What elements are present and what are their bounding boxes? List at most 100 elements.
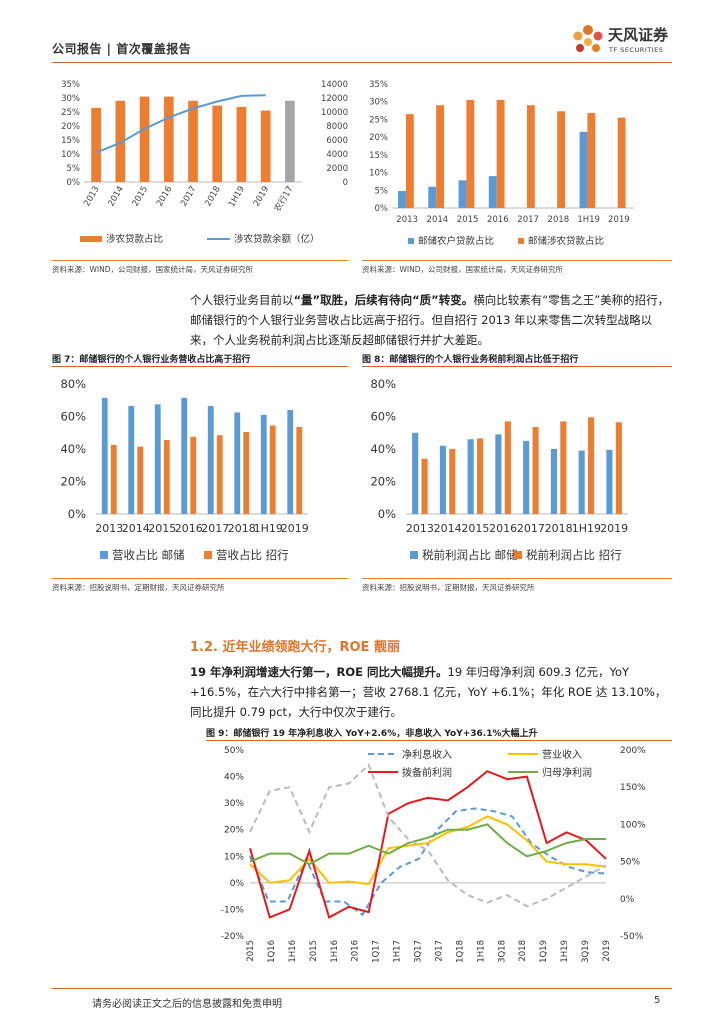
legend-label: 归母净利润 — [542, 766, 592, 779]
legend-label: 涉农贷款占比 — [106, 233, 163, 245]
bar-cmb — [504, 421, 511, 514]
chart-psbc-loans: 0% 5% 10% 15% 20% 25% 30% 35% 2013 2014 2015 2016 20… — [369, 80, 634, 247]
legend-label: 营业收入 — [542, 748, 582, 761]
section-title: 1.2. 近年业绩领跑大行，ROE 靓丽 — [190, 640, 400, 655]
line-拨备前利润 — [249, 770, 607, 919]
y2-tick-label: 12000 — [321, 94, 348, 104]
bar-cmb — [243, 431, 250, 514]
legend-label: 涉农贷款余额（亿） — [234, 233, 320, 245]
bar-psbc — [439, 445, 446, 514]
x-tick-label: 2014 — [122, 522, 150, 535]
legend-swatch — [80, 236, 102, 242]
fig7-divider — [52, 366, 348, 367]
bar-psbc — [523, 440, 530, 514]
x-tick-label: 2015 — [246, 940, 256, 962]
chart1-source: 资料来源：WIND，公司财报，国家统计局，天风证券研究所 — [52, 265, 254, 274]
x-tick-label: 2015 — [457, 215, 479, 225]
x-tick-label: 1H16 — [288, 940, 298, 963]
line-非息收入 — [249, 763, 607, 908]
bar-psbc-farmer — [579, 131, 588, 208]
bar-agri-share — [212, 105, 223, 182]
y-tick-label: 20% — [61, 122, 80, 132]
bar-psbc — [606, 449, 613, 514]
chart2-source: 资料来源：WIND，公司财报，国家统计局，天风证券研究所 — [362, 265, 564, 274]
chart-yoy-growth: -20% -10% 0% 10% 20% 30% 40% 50% -50% 0% 50% 100% 15… — [221, 746, 646, 963]
legend-swatch — [100, 551, 108, 559]
chart-revenue-share: 0% 20% 40% 60% 80% 2013201420152016201720181H… — [60, 377, 309, 562]
legend-swatch — [204, 551, 212, 559]
chart4-source: 资料来源：招股说明书，定期财报，天风证券研究所 — [362, 583, 535, 592]
bar-agri-share — [188, 100, 198, 182]
y-tick-label: 30% — [369, 98, 388, 108]
bar-psbc — [207, 405, 214, 514]
bar-psbc-farmer — [488, 176, 497, 208]
bar-psbc — [154, 404, 161, 514]
x-tick-label: 1H19 — [560, 940, 570, 963]
y-tick-label: 15% — [61, 136, 80, 146]
x-tick-label: 1H16 — [330, 940, 340, 963]
bar-cmb — [449, 449, 456, 514]
bar-psbc-farmer — [428, 186, 437, 208]
legend-label: 营收占比 邮储 — [112, 548, 185, 562]
bar-psbc — [260, 414, 267, 514]
x-tick-label: 1Q16 — [267, 940, 277, 963]
legend-label: 拨备前利润 — [402, 766, 452, 779]
x-tick-label: 1H19 — [227, 185, 247, 210]
x-tick-label: 3Q19 — [581, 940, 591, 963]
bar-agri-share — [285, 100, 295, 182]
fig9-title: 图 9：邮储银行 19 年净利息收入 YoY+2.6%，非息收入 YoY+36.… — [206, 729, 538, 739]
y-tick-label: 20% — [369, 133, 388, 143]
bar-psbc — [181, 397, 188, 514]
bar-cmb — [588, 417, 595, 514]
x-tick-label: 2016 — [351, 940, 361, 962]
x-tick-label: 2014 — [106, 185, 125, 209]
x-tick-label: 2018 — [203, 185, 222, 209]
y-tick-label: 0% — [375, 204, 389, 214]
bar-psbc-agri — [587, 113, 596, 208]
report-type: 公司报告 | 首次覆盖报告 — [52, 42, 192, 56]
x-tick-label: 2016 — [175, 522, 203, 535]
brand-name: 天风证券 — [608, 26, 669, 44]
y-tick-label: 25% — [61, 108, 80, 118]
x-tick-label: 2019 — [602, 940, 612, 962]
bar-psbc-agri — [436, 105, 445, 208]
y2-tick-label: 0 — [343, 178, 348, 188]
line-归母净利润 — [249, 823, 606, 866]
bar-psbc — [495, 434, 502, 514]
legend-swatch — [518, 238, 524, 244]
performance-paragraph: 19 年净利润增速大行第一，ROE 同比大幅提升。19 年归母净利润 609.3… — [190, 662, 672, 722]
x-tick-label: 1Q18 — [455, 940, 465, 963]
footer-disclaimer: 请务必阅读正文之后的信息披露和免责申明 — [92, 999, 282, 1010]
y-tick-label: 10% — [369, 169, 388, 179]
y2-tick-label: 150% — [620, 783, 646, 793]
para1-rest: 横向比较素有“零售之王”美称的招行，邮储银行的个人银行业务营收占比远高于招行。但… — [190, 293, 670, 347]
y-tick-label: 20% — [60, 475, 86, 489]
y-tick-label: 5% — [67, 164, 81, 174]
y-tick-label: 25% — [369, 115, 388, 125]
legend-swatch — [408, 238, 414, 244]
y-tick-label: 40% — [224, 773, 244, 783]
y2-tick-label: 0% — [620, 895, 635, 905]
x-tick-label: 2017 — [517, 522, 545, 535]
bar-agri-share — [91, 107, 101, 182]
x-tick-label: 2019 — [252, 185, 271, 209]
x-tick-label: 农行17 — [272, 184, 295, 214]
para2-bold: 19 年净利润增速大行第一，ROE 同比大幅提升。 — [190, 665, 448, 679]
x-tick-label: 1H17 — [393, 940, 403, 963]
y2-tick-label: 10000 — [321, 108, 348, 118]
fig9-divider — [206, 740, 672, 741]
y-tick-label: 80% — [60, 377, 86, 391]
bar-psbc — [101, 397, 108, 514]
source-divider — [52, 260, 348, 261]
bar-cmb — [615, 422, 622, 514]
bar-cmb — [163, 440, 170, 514]
y-tick-label: 35% — [61, 80, 80, 90]
y-tick-label: 30% — [61, 94, 80, 104]
y-tick-label: 0% — [68, 507, 86, 521]
bar-psbc — [287, 410, 294, 514]
legend-label: 邮储涉农贷款占比 — [528, 235, 604, 247]
line-净利息收入 — [249, 807, 607, 917]
source-divider — [362, 260, 672, 261]
y-tick-label: 35% — [369, 80, 388, 90]
x-tick-label: 2019 — [281, 522, 309, 535]
